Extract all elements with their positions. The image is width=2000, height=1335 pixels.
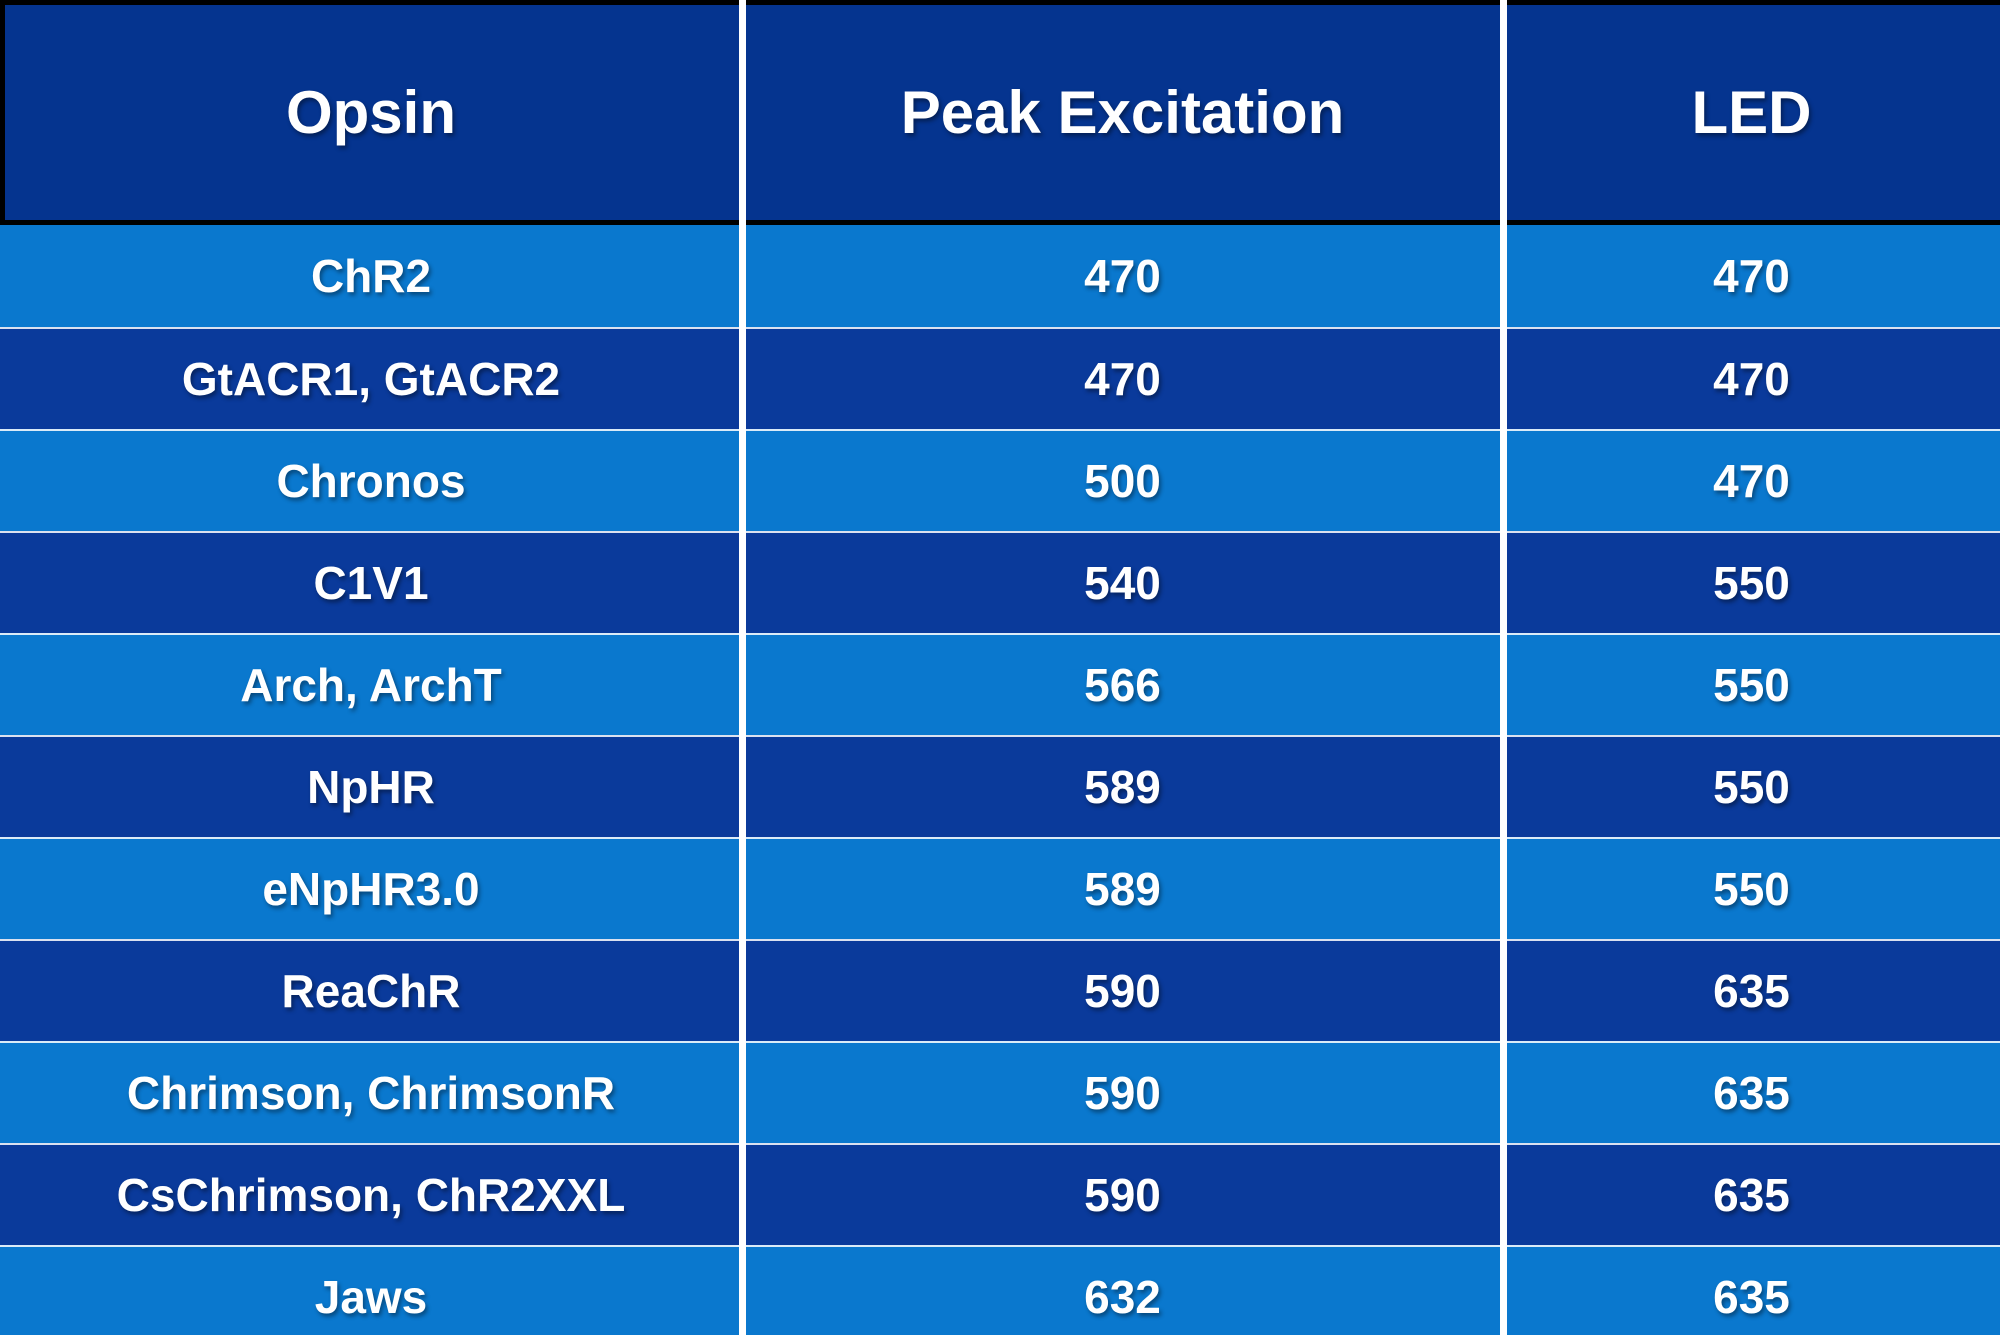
table-row: NpHR 589 550 xyxy=(0,735,2000,837)
column-divider xyxy=(1500,0,1507,1335)
opsin-name: CsChrimson, ChR2XXL xyxy=(116,1169,626,1221)
opsin-name: ReaChR xyxy=(281,965,461,1017)
opsin-cell: ReaChR xyxy=(0,941,742,1041)
led-cell: 470 xyxy=(1503,329,2000,429)
peak-excitation-cell: 632 xyxy=(742,1247,1503,1335)
column-header-peak-excitation-label: Peak Excitation xyxy=(900,79,1345,146)
opsin-name: Chrimson, ChrimsonR xyxy=(126,1067,616,1119)
opsin-name: eNpHR3.0 xyxy=(262,863,480,915)
peak-excitation-value: 589 xyxy=(1084,863,1161,915)
table-header-row: Opsin Peak Excitation LED xyxy=(0,0,2000,225)
led-cell: 470 xyxy=(1503,431,2000,531)
opsin-cell: Chrimson, ChrimsonR xyxy=(0,1043,742,1143)
opsin-cell: C1V1 xyxy=(0,533,742,633)
table-row: Chrimson, ChrimsonR 590 635 xyxy=(0,1041,2000,1143)
peak-excitation-cell: 470 xyxy=(742,329,1503,429)
led-cell: 635 xyxy=(1503,1145,2000,1245)
table-row: C1V1 540 550 xyxy=(0,531,2000,633)
peak-excitation-cell: 590 xyxy=(742,1145,1503,1245)
peak-excitation-value: 470 xyxy=(1084,250,1161,302)
column-divider xyxy=(739,0,746,1335)
peak-excitation-value: 500 xyxy=(1084,455,1161,507)
opsin-cell: eNpHR3.0 xyxy=(0,839,742,939)
led-cell: 550 xyxy=(1503,635,2000,735)
led-value: 550 xyxy=(1713,557,1790,609)
header-border-left xyxy=(0,0,5,225)
table-row: Arch, ArchT 566 550 xyxy=(0,633,2000,735)
peak-excitation-cell: 470 xyxy=(742,225,1503,327)
led-value: 550 xyxy=(1713,659,1790,711)
peak-excitation-cell: 590 xyxy=(742,941,1503,1041)
opsin-name: ChR2 xyxy=(310,250,432,302)
led-value: 470 xyxy=(1713,455,1790,507)
peak-excitation-cell: 589 xyxy=(742,737,1503,837)
led-cell: 635 xyxy=(1503,1247,2000,1335)
peak-excitation-value: 590 xyxy=(1084,1067,1161,1119)
table-row: Jaws 632 635 xyxy=(0,1245,2000,1335)
table-body: ChR2 470 470 GtACR1, GtACR2 470 470 Chro… xyxy=(0,225,2000,1335)
peak-excitation-value: 540 xyxy=(1084,557,1161,609)
table-row: Chronos 500 470 xyxy=(0,429,2000,531)
led-value: 635 xyxy=(1713,1271,1790,1323)
peak-excitation-cell: 540 xyxy=(742,533,1503,633)
table-row: ChR2 470 470 xyxy=(0,225,2000,327)
led-value: 635 xyxy=(1713,1067,1790,1119)
led-value: 635 xyxy=(1713,1169,1790,1221)
led-value: 470 xyxy=(1713,353,1790,405)
opsin-cell: Arch, ArchT xyxy=(0,635,742,735)
led-cell: 550 xyxy=(1503,737,2000,837)
opsin-cell: ChR2 xyxy=(0,225,742,327)
peak-excitation-value: 470 xyxy=(1084,353,1161,405)
opsin-name: Jaws xyxy=(314,1271,428,1323)
opsin-name: GtACR1, GtACR2 xyxy=(181,353,561,405)
opsin-cell: GtACR1, GtACR2 xyxy=(0,329,742,429)
opsin-cell: NpHR xyxy=(0,737,742,837)
peak-excitation-value: 590 xyxy=(1084,1169,1161,1221)
column-header-led: LED xyxy=(1503,0,2000,225)
column-header-opsin-label: Opsin xyxy=(285,79,456,146)
peak-excitation-cell: 566 xyxy=(742,635,1503,735)
led-cell: 470 xyxy=(1503,225,2000,327)
opsin-name: Chronos xyxy=(276,455,466,507)
peak-excitation-cell: 589 xyxy=(742,839,1503,939)
peak-excitation-value: 589 xyxy=(1084,761,1161,813)
peak-excitation-cell: 590 xyxy=(742,1043,1503,1143)
opsin-name: C1V1 xyxy=(313,557,429,609)
header-border-top xyxy=(0,0,2000,5)
opsin-name: Arch, ArchT xyxy=(240,659,502,711)
led-value: 635 xyxy=(1713,965,1790,1017)
led-cell: 550 xyxy=(1503,839,2000,939)
table-row: GtACR1, GtACR2 470 470 xyxy=(0,327,2000,429)
led-value: 550 xyxy=(1713,761,1790,813)
table-row: CsChrimson, ChR2XXL 590 635 xyxy=(0,1143,2000,1245)
led-cell: 550 xyxy=(1503,533,2000,633)
header-border-bottom xyxy=(0,220,2000,225)
table-row: ReaChR 590 635 xyxy=(0,939,2000,1041)
opsin-cell: CsChrimson, ChR2XXL xyxy=(0,1145,742,1245)
peak-excitation-value: 566 xyxy=(1084,659,1161,711)
led-value: 550 xyxy=(1713,863,1790,915)
opsin-cell: Chronos xyxy=(0,431,742,531)
column-header-peak-excitation: Peak Excitation xyxy=(742,0,1503,225)
column-header-opsin: Opsin xyxy=(0,0,742,225)
led-cell: 635 xyxy=(1503,941,2000,1041)
opsin-name: NpHR xyxy=(307,761,435,813)
peak-excitation-value: 632 xyxy=(1084,1271,1161,1323)
led-cell: 635 xyxy=(1503,1043,2000,1143)
opsin-cell: Jaws xyxy=(0,1247,742,1335)
peak-excitation-value: 590 xyxy=(1084,965,1161,1017)
peak-excitation-cell: 500 xyxy=(742,431,1503,531)
table-row: eNpHR3.0 589 550 xyxy=(0,837,2000,939)
led-value: 470 xyxy=(1713,250,1790,302)
column-header-led-label: LED xyxy=(1691,79,1812,146)
